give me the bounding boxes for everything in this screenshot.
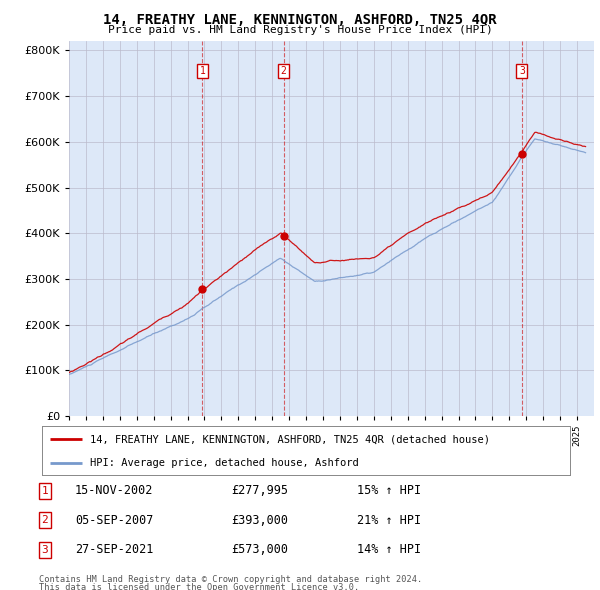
Text: Contains HM Land Registry data © Crown copyright and database right 2024.: Contains HM Land Registry data © Crown c… <box>39 575 422 584</box>
Text: 1: 1 <box>41 486 49 496</box>
Text: 15% ↑ HPI: 15% ↑ HPI <box>357 484 421 497</box>
Text: 2: 2 <box>41 516 49 525</box>
Text: 2: 2 <box>281 66 287 76</box>
Text: 3: 3 <box>41 545 49 555</box>
Text: 3: 3 <box>519 66 525 76</box>
Text: 15-NOV-2002: 15-NOV-2002 <box>75 484 154 497</box>
Text: This data is licensed under the Open Government Licence v3.0.: This data is licensed under the Open Gov… <box>39 582 359 590</box>
Text: £573,000: £573,000 <box>231 543 288 556</box>
Text: £277,995: £277,995 <box>231 484 288 497</box>
Text: 14% ↑ HPI: 14% ↑ HPI <box>357 543 421 556</box>
Text: 05-SEP-2007: 05-SEP-2007 <box>75 514 154 527</box>
Text: £393,000: £393,000 <box>231 514 288 527</box>
Text: 14, FREATHY LANE, KENNINGTON, ASHFORD, TN25 4QR: 14, FREATHY LANE, KENNINGTON, ASHFORD, T… <box>103 13 497 27</box>
Text: 21% ↑ HPI: 21% ↑ HPI <box>357 514 421 527</box>
Text: Price paid vs. HM Land Registry's House Price Index (HPI): Price paid vs. HM Land Registry's House … <box>107 25 493 35</box>
Text: 27-SEP-2021: 27-SEP-2021 <box>75 543 154 556</box>
Text: 1: 1 <box>199 66 205 76</box>
Text: 14, FREATHY LANE, KENNINGTON, ASHFORD, TN25 4QR (detached house): 14, FREATHY LANE, KENNINGTON, ASHFORD, T… <box>89 434 490 444</box>
Text: HPI: Average price, detached house, Ashford: HPI: Average price, detached house, Ashf… <box>89 458 358 468</box>
